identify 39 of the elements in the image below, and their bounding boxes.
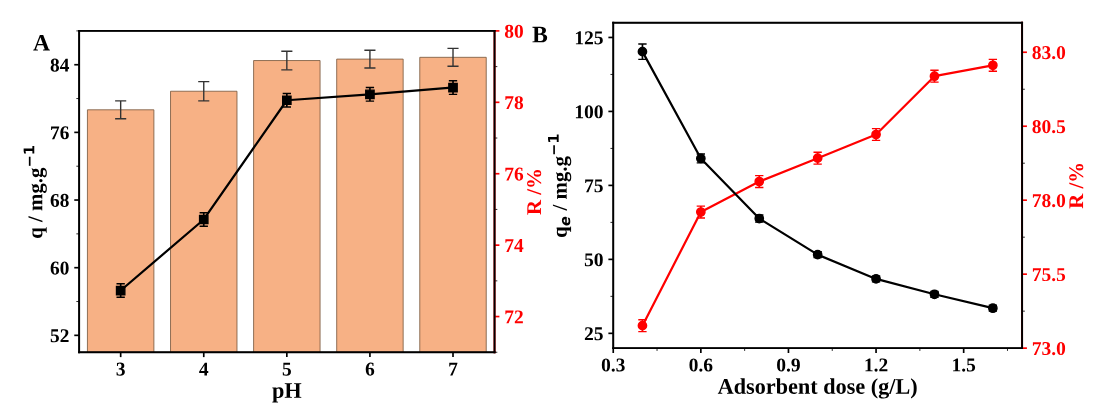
y2-tick-label: 83.0 (1032, 46, 1066, 60)
x-axis-title: pH (272, 383, 302, 403)
y2-tick-label: 78 (505, 96, 524, 110)
y2-tick-label: 75.5 (1032, 268, 1066, 282)
y-tick-label: 125 (575, 31, 603, 45)
y-axis-title: q$_{e}$ / mg.g$^{−1}$ (548, 134, 572, 238)
y-tick-label: 75 (585, 179, 603, 193)
x-tick-label: 0.3 (601, 358, 625, 372)
x-axis-title: Adsorbent dose (g/L) (717, 378, 917, 399)
y-tick-label: 100 (575, 105, 603, 119)
y2-tick-label: 73.0 (1032, 341, 1066, 356)
y2-tick-label: 78.0 (1032, 194, 1066, 208)
y2-tick-label: 80.5 (1032, 120, 1066, 134)
y-tick-label: 76 (51, 126, 69, 140)
y-tick-label: 84 (50, 58, 70, 72)
text: B (532, 26, 548, 43)
x-tick-label: 7 (449, 362, 458, 376)
y-tick-label: 52 (50, 329, 69, 343)
y-axis-title: q / mg.g$^{−1}$ (23, 146, 47, 238)
x-tick-label: 0.9 (777, 358, 800, 372)
y-tick-label: 50 (584, 253, 603, 267)
y2-tick-label: 76 (505, 167, 524, 181)
y2-axis-title: R /% (527, 170, 542, 215)
y2-tick-label: 74 (505, 239, 524, 252)
point (637, 46, 648, 57)
x-tick-label: 0.6 (689, 358, 713, 372)
y2-tick-label: 72 (505, 310, 523, 324)
x-tick-label: 1.5 (953, 358, 976, 372)
x-tick-label: 1.2 (865, 358, 888, 372)
x-tick-label: 4 (199, 362, 209, 376)
x-tick-label: 3 (116, 362, 125, 376)
y-tick-label: 60 (50, 261, 69, 275)
text: A (33, 34, 50, 51)
y2-axis-title: R /% (1069, 163, 1084, 209)
x-tick-label: 5 (282, 362, 291, 376)
y2-tick-label: 80 (504, 24, 523, 38)
x-tick-label: 6 (365, 362, 375, 376)
y-tick-label: 68 (50, 193, 69, 207)
y-tick-label: 25 (584, 327, 603, 341)
